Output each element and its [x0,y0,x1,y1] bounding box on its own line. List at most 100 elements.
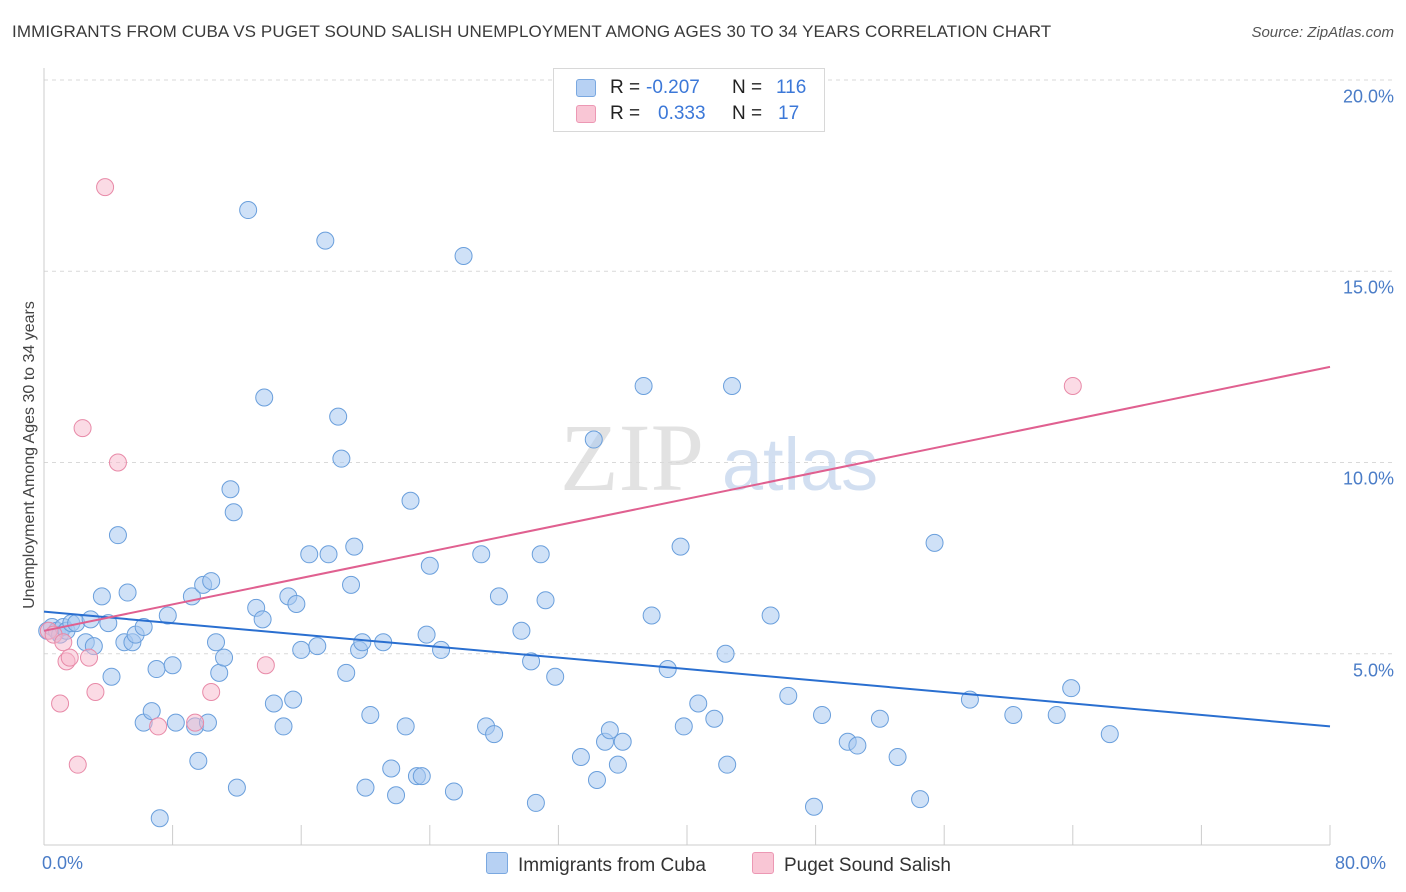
bottom-legend-label-salish: Puget Sound Salish [784,855,951,876]
data-point-salish [86,683,105,701]
data-point-cuba [147,660,166,679]
data-point-cuba [412,767,431,786]
data-point-cuba [526,793,545,812]
data-point-cuba [587,770,606,789]
y-tick-label: 10.0% [1342,468,1394,489]
data-point-cuba [432,640,451,659]
data-point-cuba [329,407,348,426]
data-point-cuba [253,610,272,629]
data-point-cuba [401,491,420,510]
data-point-cuba [546,667,565,686]
data-point-cuba [584,430,603,449]
data-point-cuba [1047,705,1066,724]
data-point-cuba [163,656,182,675]
y-axis-label: Unemployment Among Ages 30 to 34 years [21,301,38,609]
trend-line-cuba [43,610,1331,728]
data-point-cuba [870,709,889,728]
data-point-cuba [634,377,653,395]
data-point-salish [80,648,99,667]
chart-title: IMMIGRANTS FROM CUBA VS PUGET SOUND SALI… [12,22,1052,41]
data-point-cuba [689,694,708,713]
bottom-legend-label-cuba: Immigrants from Cuba [518,855,706,876]
data-point-cuba [705,709,724,728]
legend-swatch-pink [576,105,596,123]
data-point-cuba [284,690,303,709]
data-point-cuba [444,782,463,801]
data-point-cuba [571,748,590,767]
data-point-cuba [239,201,258,220]
source-label: Source: ZipAtlas.com [1251,24,1394,41]
data-point-cuba [215,648,234,667]
data-point-cuba [804,797,823,816]
data-point-salish [202,683,221,701]
data-point-cuba [221,480,240,499]
trend-line-salish [43,365,1331,632]
legend-r-value: -0.207 [646,77,700,98]
data-point-cuba [342,575,361,594]
data-point-cuba [642,606,661,625]
data-point-cuba [608,755,627,774]
data-point-cuba [292,640,311,659]
data-point-cuba [489,587,508,606]
data-point-salish [186,713,205,732]
data-point-cuba [512,621,531,640]
data-point-salish [60,648,79,667]
data-point-salish [68,755,87,774]
data-point-cuba [227,778,246,797]
axes [43,68,1331,846]
data-point-cuba [356,778,375,797]
data-point-cuba [337,663,356,682]
data-point-cuba [454,246,473,265]
data-point-cuba [1004,705,1023,724]
legend-r-label: R = [610,103,641,124]
data-point-cuba [300,545,319,564]
data-point-salish [73,419,92,438]
legend-swatch-blue [576,79,596,97]
data-point-cuba [316,231,335,250]
bottom-legend-swatch-blue [486,852,508,874]
data-point-cuba [255,388,274,407]
data-point-cuba [925,533,944,552]
data-point-cuba [382,759,401,778]
data-point-cuba [674,717,693,736]
data-point-cuba [287,595,306,614]
data-point-cuba [716,644,735,663]
data-point-cuba [658,660,677,679]
x-tick-label-min: 0.0% [42,853,84,873]
data-point-cuba [308,637,327,656]
data-point-salish [51,694,70,713]
data-point-cuba [387,786,406,805]
data-point-cuba [118,583,137,602]
data-point-cuba [92,587,111,606]
legend-r-value: 0.333 [658,103,706,124]
data-point-cuba [813,705,832,724]
data-point-cuba [202,572,221,591]
data-point-cuba [761,606,780,625]
watermark-zip: ZIP [560,404,704,511]
data-point-cuba [1100,725,1119,744]
legend-n-value: 116 [776,77,807,98]
legend-n-label: N = [732,77,763,98]
legend-n-label: N = [732,103,763,124]
data-point-cuba [102,667,121,686]
correlation-legend: R = -0.207 N = 116 R = 0.333 N = 17 [553,68,825,132]
trend-lines [43,365,1331,728]
legend-n-value: 17 [778,103,800,124]
data-point-cuba [210,663,229,682]
data-point-cuba [189,751,208,770]
data-point-cuba [396,717,415,736]
data-point-cuba [158,606,177,625]
x-tick-label-max: 80.0% [1335,853,1387,873]
data-point-cuba [613,732,632,751]
data-point-salish [96,178,115,197]
data-point-cuba [108,526,127,545]
bottom-legend-swatch-pink [752,852,774,874]
data-point-cuba [166,713,185,732]
data-point-cuba [485,725,504,744]
data-point-cuba [134,617,153,636]
watermark: ZIP atlas [560,404,878,511]
data-point-cuba [142,702,161,721]
data-point-cuba [888,748,907,767]
data-point-salish [149,717,168,736]
